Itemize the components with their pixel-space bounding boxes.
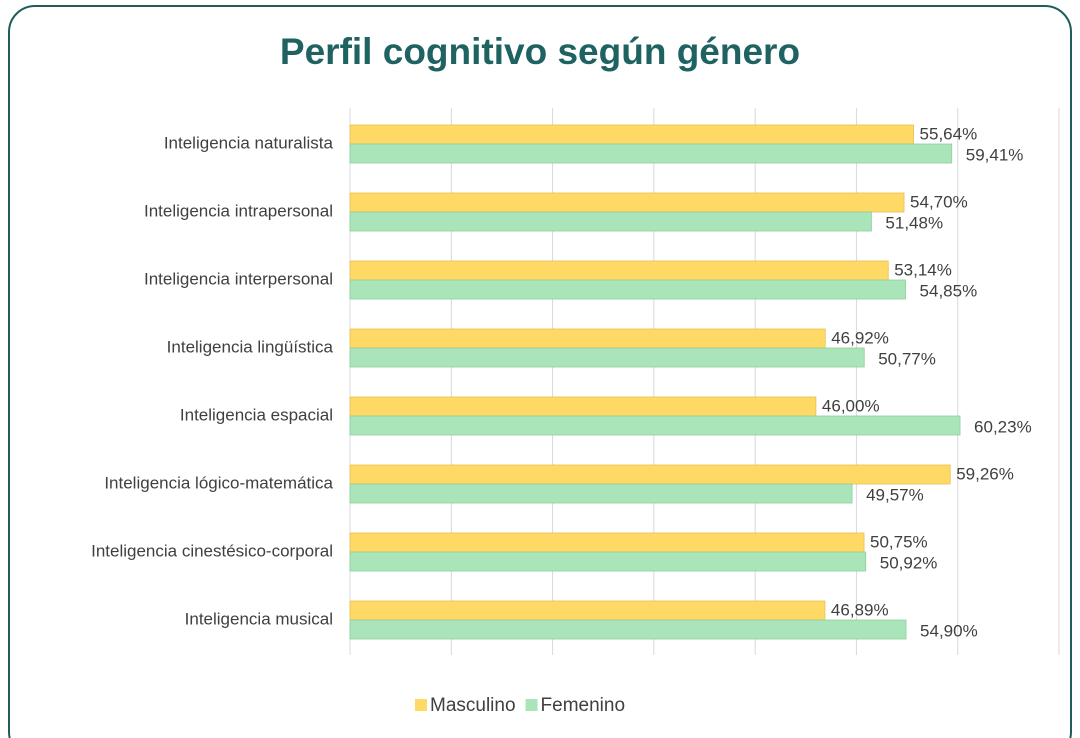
data-label: 55,64% <box>920 124 978 143</box>
y-tick-label: Inteligencia lingüística <box>167 337 334 356</box>
bar <box>349 328 826 349</box>
data-label: 49,57% <box>866 485 924 504</box>
y-tick-label: Inteligencia cinestésico-corporal <box>91 541 333 560</box>
bar <box>349 192 905 213</box>
bar <box>349 211 872 232</box>
bar <box>349 143 953 164</box>
data-label: 50,75% <box>870 532 928 551</box>
data-label: 60,23% <box>974 417 1032 436</box>
y-tick-label: Inteligencia naturalista <box>164 133 334 152</box>
y-tick-label: Inteligencia lógico-matemática <box>104 473 333 492</box>
legend-swatch <box>415 699 427 711</box>
data-label: 51,48% <box>885 213 943 232</box>
data-label: 59,41% <box>966 145 1024 164</box>
bar <box>349 619 907 640</box>
y-tick-label: Inteligencia interpersonal <box>144 269 333 288</box>
data-label: 54,70% <box>910 192 968 211</box>
bar <box>349 532 865 553</box>
data-label: 46,92% <box>831 328 889 347</box>
bar <box>349 551 867 572</box>
bar <box>349 124 914 145</box>
bar <box>349 464 951 485</box>
data-label: 59,26% <box>956 464 1014 483</box>
bar <box>349 483 853 504</box>
bar <box>349 279 906 300</box>
bar <box>349 347 865 368</box>
y-tick-label: Inteligencia musical <box>185 609 333 628</box>
data-label: 50,92% <box>880 553 938 572</box>
bar <box>349 415 961 436</box>
bar <box>349 600 826 621</box>
legend-swatch <box>525 699 538 711</box>
chart-title: Perfil cognitivo según género <box>280 31 800 72</box>
data-label: 54,90% <box>920 621 978 640</box>
data-label: 46,89% <box>831 600 889 619</box>
legend-label: Masculino <box>430 695 516 716</box>
data-label: 46,00% <box>822 396 880 415</box>
y-tick-label: Inteligencia espacial <box>180 405 333 424</box>
bar <box>349 260 889 281</box>
data-label: 50,77% <box>878 349 936 368</box>
data-label: 53,14% <box>894 260 952 279</box>
data-label: 54,85% <box>920 281 978 300</box>
bar <box>349 396 817 417</box>
y-tick-label: Inteligencia intrapersonal <box>144 201 333 220</box>
legend-label: Femenino <box>541 695 626 716</box>
